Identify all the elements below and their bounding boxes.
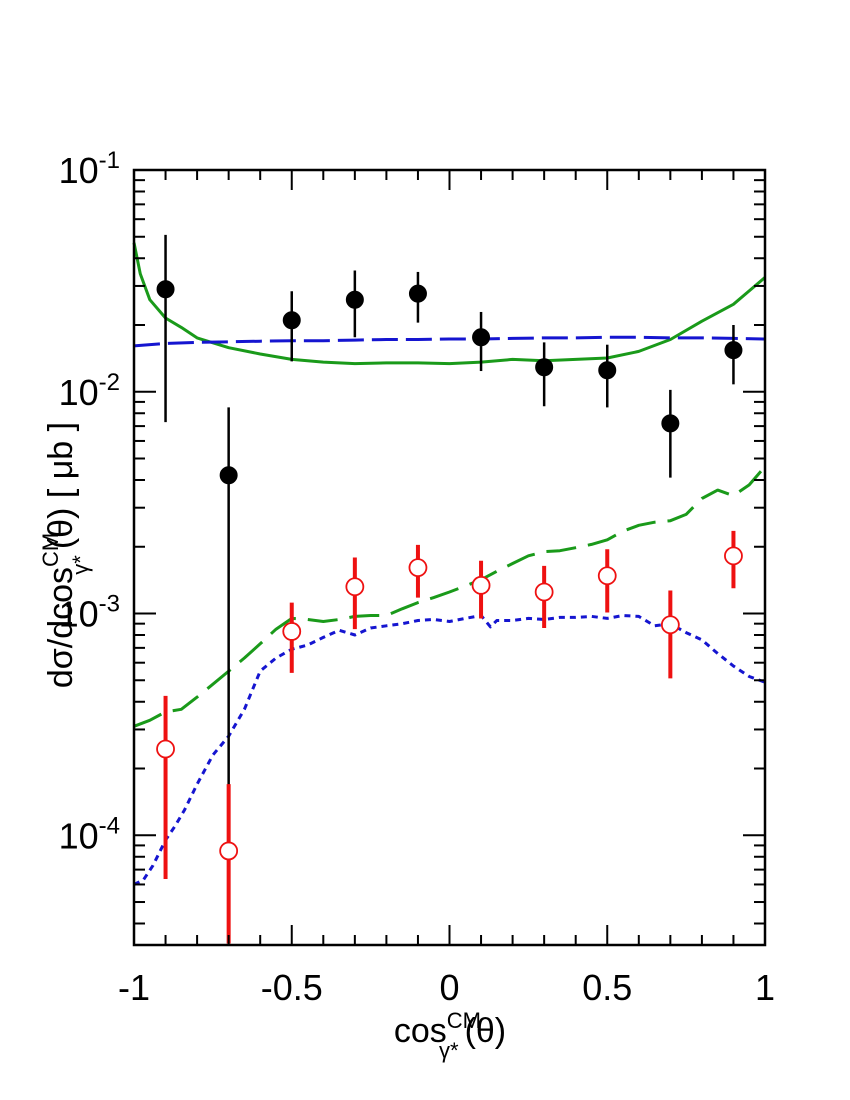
curve-solid [132,242,766,366]
data-point-filled [408,284,427,303]
y-tick-label-exponent: -2 [99,369,120,396]
data-point-filled [598,361,617,380]
y-tick-label-exponent: -4 [99,812,120,839]
data-point-filled [219,466,238,485]
y-axis-title-sup: CM [38,533,63,567]
y-tick-label: 10-3 [59,591,120,635]
x-axis-title-tail: (θ) [465,1012,507,1050]
x-axis-title: cosCM γ*(θ) [394,1008,506,1063]
data-point-filled [472,328,491,347]
x-axis-title-base: cos [394,1012,447,1050]
data-point-open [724,546,743,566]
curve-long-dash [133,335,766,348]
data-point-open [471,575,491,595]
x-tick-label: 0.5 [582,967,632,1008]
y-axis-title-sub: γ* [68,555,93,575]
y-tick-label-base: 10 [59,594,99,635]
data-point-open [534,582,554,602]
y-tick-label: 10-1 [59,147,120,191]
y-tick-label-base: 10 [59,815,99,856]
y-tick-label-exponent: -1 [99,147,120,174]
x-tick-label: 1 [755,967,775,1008]
y-tick-label-base: 10 [59,372,99,413]
data-point-open [156,739,175,759]
y-tick-label-base: 10 [59,150,99,191]
data-point-filled [724,341,743,360]
data-point-open [597,566,617,586]
y-tick-label: 10-4 [59,812,120,856]
y-axis-title-tail: (θ) [ μb ] [42,422,80,549]
tick-layer [133,169,766,945]
curve-layer [132,242,767,886]
curve-dash [133,465,767,728]
x-tick-label: -0.5 [261,967,323,1008]
y-axis-title-base: dσ/dcos [42,567,80,688]
data-point-filled [661,414,680,433]
data-point-filled [282,311,301,330]
x-axis-title-sup: CM [447,1008,481,1033]
x-axis-title-sub: γ* [439,1038,459,1063]
y-tick-label: 10-2 [59,369,120,413]
data-point-open [282,622,302,641]
data-point-open [219,841,239,861]
x-tick-label: -1 [118,967,150,1008]
data-point-open [408,558,428,578]
tick-label-layer: -1 -0.5 0 0.5 110-110-210-310-4 [59,147,775,1008]
data-point-open [660,615,680,635]
data-point-filled [535,358,554,377]
marker-layer [156,234,743,944]
curve-dot [133,614,766,886]
data-point-filled [345,290,364,309]
y-tick-label-exponent: -3 [99,591,120,618]
x-tick-label: 0 [439,967,459,1008]
data-point-filled [156,280,175,299]
data-point-open [345,577,365,597]
y-axis-title: dσ/dcosCM γ* (θ) [ μb ] [38,422,93,688]
